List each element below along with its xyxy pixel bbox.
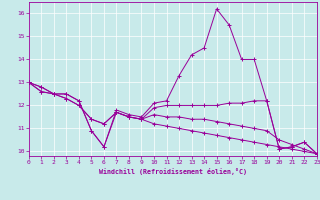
X-axis label: Windchill (Refroidissement éolien,°C): Windchill (Refroidissement éolien,°C) [99,168,247,175]
